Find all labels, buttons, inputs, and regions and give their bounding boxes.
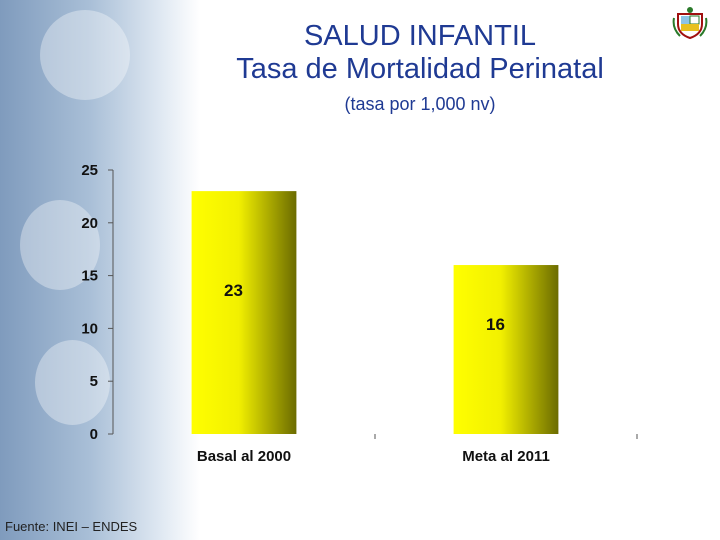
background-photo-strip [0,0,200,540]
peru-coat-of-arms-icon [672,7,708,40]
bar-1 [191,191,297,434]
y-tick-label: 25 [81,162,98,179]
data-label-1: 23 [224,281,243,300]
photo-child-figure [40,10,130,100]
y-tick-label: 15 [81,268,98,285]
data-label-2: 16 [486,315,505,334]
x-category-label: Meta al 2011 [462,448,550,465]
title-line-1: SALUD INFANTIL [303,20,537,52]
title-line-2: Tasa de Mortalidad Perinatal [236,53,604,85]
bar-2 [453,265,559,434]
y-tick-label: 20 [81,215,98,232]
chart-title: SALUD INFANTIL Tasa de Mortalidad Perina… [170,20,670,86]
chart-subtitle: (tasa por 1,000 nv) [344,94,496,114]
y-tick-label: 5 [90,373,98,390]
x-category-label: Basal al 2000 [197,448,291,465]
y-tick-label: 10 [81,320,98,337]
photo-child-figure [35,340,110,425]
source-note: Fuente: INEI – ENDES [5,519,138,534]
photo-child-figure [20,200,100,290]
y-tick-label: 0 [90,426,98,443]
